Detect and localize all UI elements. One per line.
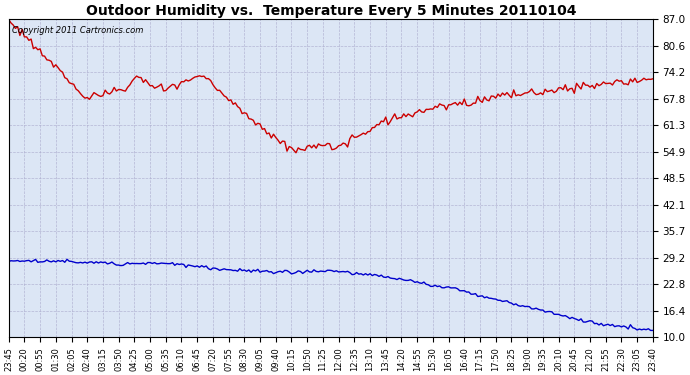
- Title: Outdoor Humidity vs.  Temperature Every 5 Minutes 20110104: Outdoor Humidity vs. Temperature Every 5…: [86, 4, 576, 18]
- Text: Copyright 2011 Cartronics.com: Copyright 2011 Cartronics.com: [12, 26, 144, 35]
